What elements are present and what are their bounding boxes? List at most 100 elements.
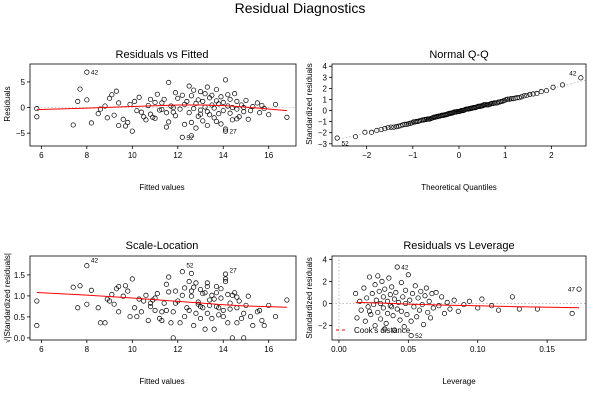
data-point	[77, 86, 83, 92]
plot-area: 6 8 10 12 14 16 0.0 0.5 1.0 1.5 42 52 27	[14, 255, 297, 354]
data-point	[220, 314, 226, 320]
data-point	[34, 298, 40, 304]
data-point	[227, 110, 233, 116]
data-point	[451, 297, 457, 303]
point-label: 52	[415, 333, 423, 340]
data-point	[441, 310, 447, 317]
data-point	[166, 79, 172, 86]
data-point	[211, 296, 217, 302]
data-point	[407, 297, 413, 303]
data-point	[380, 294, 386, 300]
data-point	[172, 90, 179, 96]
data-point	[195, 97, 201, 103]
x-tick-label: 6	[39, 151, 44, 160]
y-tick-label: 0	[323, 300, 328, 309]
data-point	[408, 333, 414, 339]
data-point	[84, 263, 90, 269]
data-point	[216, 305, 222, 311]
data-point	[161, 300, 167, 306]
data-point	[172, 113, 179, 119]
x-tick-label: −1	[408, 151, 418, 160]
data-point	[204, 109, 210, 115]
data-point	[397, 317, 403, 323]
data-point	[427, 315, 434, 321]
panel-title: Residuals vs Leverage	[403, 240, 514, 252]
data-point	[466, 298, 472, 304]
x-tick-label: 0.05	[401, 345, 417, 354]
data-point	[245, 116, 251, 122]
data-point	[179, 292, 185, 298]
y-tick-label: 1.5	[14, 271, 26, 280]
point-label: 42	[401, 265, 409, 272]
data-point	[234, 116, 240, 122]
data-point	[204, 84, 210, 90]
data-point	[387, 292, 393, 298]
data-point	[166, 274, 172, 280]
data-point	[179, 134, 185, 140]
cooks-distance-legend-label: Cook's distance	[354, 326, 411, 335]
data-point	[218, 286, 224, 292]
data-point	[436, 303, 442, 309]
y-tick-label: 2	[323, 84, 328, 93]
data-point	[122, 283, 129, 289]
data-point	[366, 274, 373, 280]
data-point	[284, 114, 290, 120]
data-point	[193, 310, 199, 316]
panel-residuals-vs-fitted: Residuals vs Fitted Fitted values Residu…	[3, 49, 297, 192]
data-point	[430, 305, 436, 311]
data-point	[197, 304, 204, 310]
data-point	[358, 307, 364, 313]
data-point	[222, 279, 229, 285]
data-point	[368, 312, 374, 318]
panel-scale-location: Scale-Location Fitted values √|Standardi…	[3, 240, 297, 386]
y-tick-label: 0.5	[14, 313, 26, 322]
data-point	[409, 291, 416, 297]
data-point	[163, 307, 169, 313]
data-point	[147, 111, 154, 117]
data-point	[334, 135, 340, 141]
point-label: 52	[186, 262, 194, 269]
smoother-line	[36, 104, 287, 112]
data-point	[184, 98, 190, 104]
data-point	[376, 288, 382, 294]
data-point	[147, 96, 154, 102]
data-point	[170, 309, 176, 315]
data-point	[134, 108, 140, 114]
data-point	[421, 321, 427, 328]
data-point	[157, 107, 163, 113]
data-point	[222, 271, 229, 277]
data-point	[97, 106, 104, 112]
data-point	[222, 128, 229, 134]
data-point	[261, 323, 267, 329]
x-tick-label: 16	[264, 151, 273, 160]
data-point	[193, 125, 199, 131]
data-point	[352, 134, 359, 140]
y-axis-label: Standardized residuals	[305, 257, 314, 338]
data-point	[259, 102, 265, 109]
data-point	[186, 279, 192, 285]
data-point	[220, 307, 226, 313]
point-label: 42	[91, 257, 99, 264]
data-point	[386, 275, 392, 281]
data-point	[524, 92, 530, 98]
data-point	[213, 290, 219, 296]
data-point	[243, 97, 249, 103]
data-point	[122, 123, 129, 129]
data-point	[152, 295, 158, 301]
data-point	[211, 105, 217, 111]
data-point	[211, 326, 217, 332]
data-point	[411, 304, 417, 310]
data-point	[390, 313, 396, 319]
data-point	[129, 276, 135, 282]
data-point	[266, 112, 272, 118]
data-point	[394, 306, 400, 312]
data-point	[229, 117, 235, 123]
data-point	[159, 309, 165, 315]
point-label: 27	[230, 129, 238, 136]
plot-frame	[29, 255, 297, 341]
data-point	[136, 94, 142, 100]
data-point	[382, 286, 388, 292]
data-point	[447, 306, 453, 312]
data-point	[200, 291, 206, 297]
